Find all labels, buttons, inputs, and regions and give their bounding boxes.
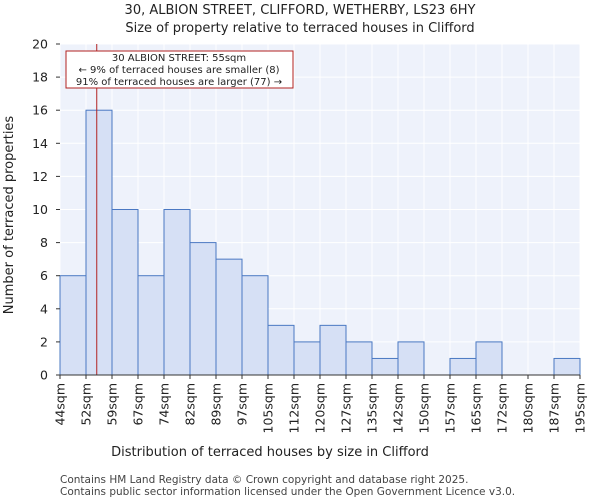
chart-title: 30, ALBION STREET, CLIFFORD, WETHERBY, L… (125, 3, 476, 18)
annotation-line-2: ← 9% of terraced houses are smaller (8) (79, 65, 280, 76)
y-tick-label: 14 (32, 136, 48, 151)
bar-105sqm (267, 324, 295, 376)
bar-97sqm (241, 275, 269, 376)
x-axis-title: Distribution of terraced houses by size … (111, 445, 429, 460)
y-tick-label: 2 (40, 334, 48, 349)
x-tick-label: 172sqm (495, 383, 510, 433)
footer-line-1: Contains HM Land Registry data © Crown c… (60, 474, 468, 486)
bar-187sqm (553, 357, 581, 376)
bar-67sqm (137, 275, 165, 376)
bar-157sqm (449, 357, 477, 376)
x-tick-label: 120sqm (313, 383, 328, 433)
y-tick-label: 20 (32, 37, 48, 52)
bar-89sqm (215, 258, 243, 376)
bar-127sqm (345, 341, 373, 376)
bar-135sqm (371, 357, 399, 376)
bar-120sqm (319, 324, 347, 376)
bar-59sqm (111, 209, 139, 376)
x-tick-label: 74sqm (157, 383, 172, 426)
y-tick-label: 10 (32, 202, 48, 217)
y-tick-label: 8 (40, 235, 48, 250)
y-tick-label: 18 (32, 70, 48, 85)
x-tick-label: 150sqm (417, 383, 432, 433)
annotation-line-1: 30 ALBION STREET: 55sqm (112, 53, 246, 64)
y-axis: 0 2 4 6 8 10 12 14 16 18 20 (32, 37, 60, 383)
x-tick-label: 97sqm (235, 383, 250, 426)
annotation-box (65, 50, 294, 89)
x-tick-label: 135sqm (365, 383, 380, 433)
x-tick-label: 180sqm (521, 383, 536, 433)
property-marker: 30 ALBION STREET: 55sqm← 9% of terraced … (65, 44, 294, 375)
x-tick-label: 112sqm (287, 383, 302, 433)
x-axis: 44sqm 52sqm 59sqm 67sqm 74sqm 82sqm 89sqm 97sqm… (53, 374, 588, 433)
x-tick-label: 165sqm (469, 383, 484, 433)
bar-165sqm (475, 341, 503, 376)
bar-52sqm (85, 109, 113, 376)
y-tick-label: 12 (32, 169, 48, 184)
x-tick-label: 142sqm (391, 383, 406, 433)
y-tick-label: 4 (40, 301, 48, 316)
chart-subtitle: Size of property relative to terraced ho… (125, 21, 474, 36)
x-tick-label: 195sqm (573, 383, 588, 433)
y-axis-title: Number of terraced properties (2, 116, 17, 315)
y-tick-label: 16 (32, 103, 48, 118)
y-tick-label: 0 (40, 368, 48, 383)
x-tick-label: 67sqm (131, 383, 146, 426)
bar-142sqm (397, 341, 425, 376)
x-tick-label: 157sqm (443, 383, 458, 433)
bar-44sqm (59, 275, 87, 376)
x-tick-label: 52sqm (79, 383, 94, 426)
x-tick-label: 59sqm (105, 383, 120, 426)
bar-112sqm (293, 341, 321, 376)
bars (59, 109, 581, 376)
x-tick-label: 127sqm (339, 383, 354, 433)
x-tick-label: 187sqm (547, 383, 562, 433)
x-tick-label: 105sqm (261, 383, 276, 433)
y-tick-label: 6 (40, 268, 48, 283)
bar-74sqm (163, 209, 191, 376)
x-tick-label: 89sqm (209, 383, 224, 426)
annotation-line-3: 91% of terraced houses are larger (77) → (76, 77, 282, 88)
x-tick-label: 82sqm (183, 383, 198, 426)
bar-82sqm (189, 242, 217, 376)
footer-line-2: Contains public sector information licen… (60, 486, 515, 498)
x-tick-label: 44sqm (53, 383, 68, 426)
